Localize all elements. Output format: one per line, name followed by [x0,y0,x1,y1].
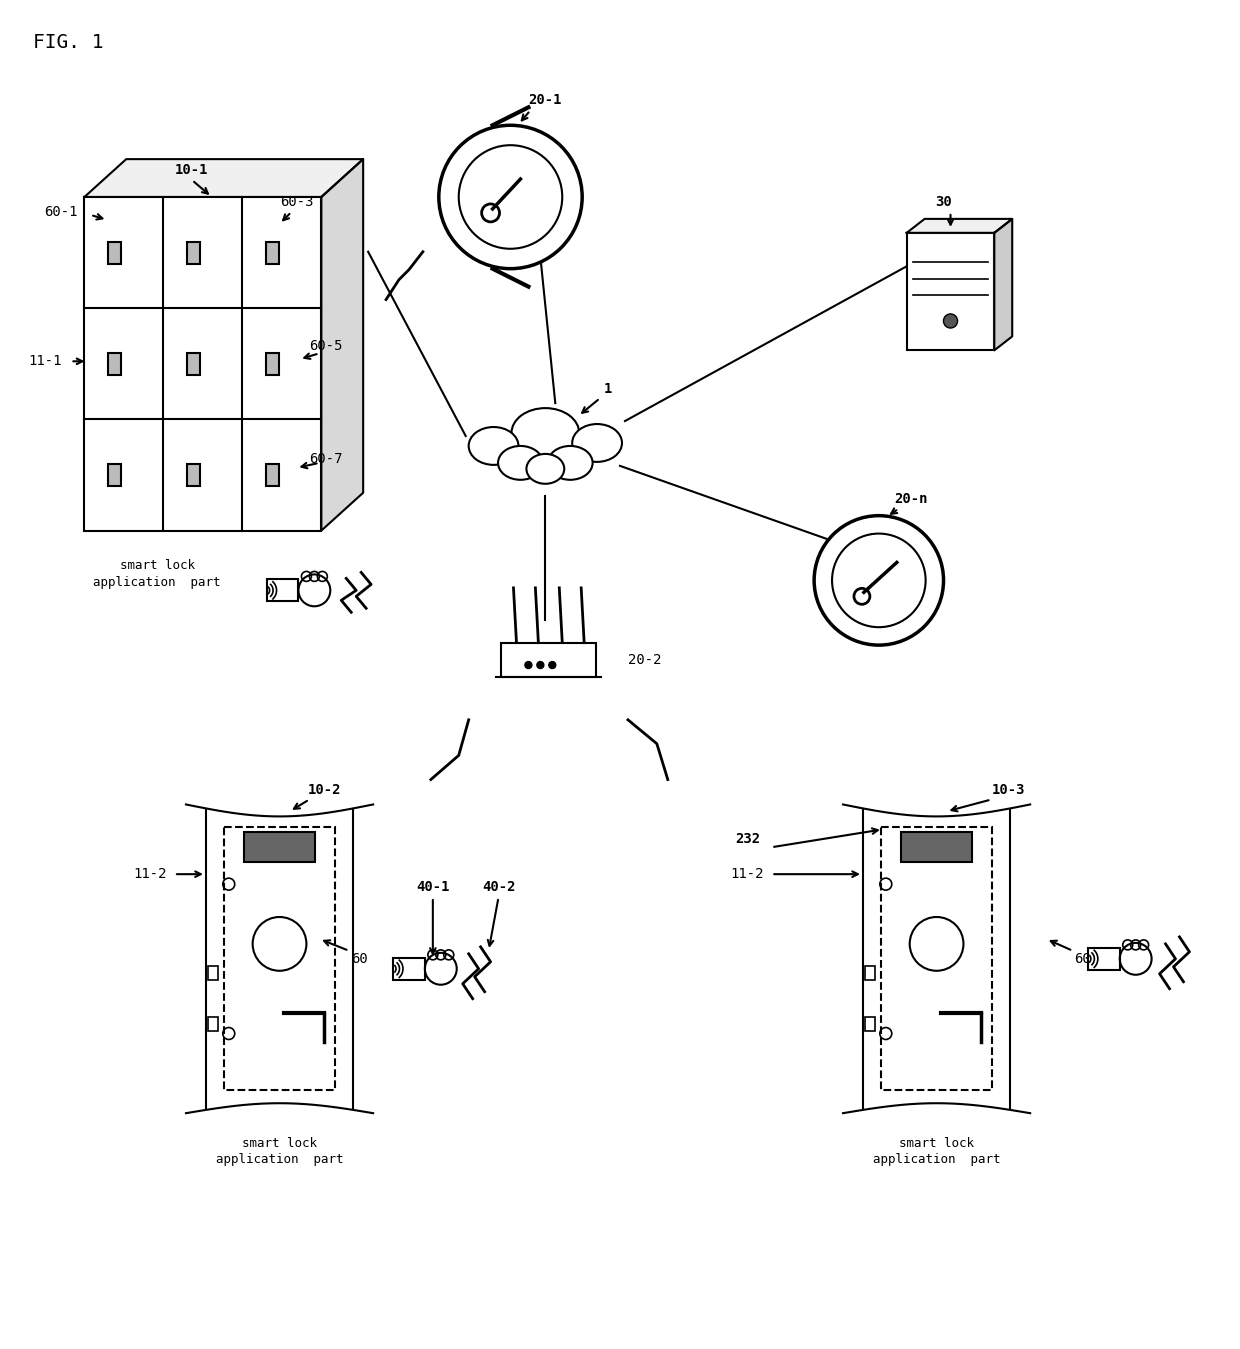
Text: application  part: application part [93,576,221,590]
Bar [880,827,992,1090]
Text: 10-2: 10-2 [308,782,341,796]
Bar [267,579,299,602]
Text: smart lock: smart lock [899,1137,975,1149]
Circle shape [537,661,544,669]
Bar [1087,948,1120,970]
Bar [108,241,120,263]
Text: 11-2: 11-2 [134,867,167,881]
Text: network: network [522,465,569,476]
Bar [244,832,315,862]
Text: 30: 30 [935,196,952,209]
Bar [187,464,200,486]
Bar [187,353,200,375]
Text: 10-3: 10-3 [992,782,1025,796]
Text: 60-1: 60-1 [43,205,77,219]
Text: data communication: data communication [485,451,606,461]
Polygon shape [994,219,1012,351]
Text: 60: 60 [1075,952,1091,966]
Polygon shape [84,159,363,197]
Text: FIG. 1: FIG. 1 [32,32,103,51]
Bar [187,241,200,263]
Text: 10-1: 10-1 [175,163,208,177]
Bar [906,233,994,351]
Text: 20-2: 20-2 [627,653,661,666]
Ellipse shape [548,447,593,480]
Bar [208,966,218,979]
Circle shape [944,314,957,328]
Bar [84,197,321,530]
Bar [501,642,595,677]
Ellipse shape [469,428,518,465]
Text: 60-7: 60-7 [310,452,343,465]
Bar [265,241,279,263]
Circle shape [549,661,556,669]
Polygon shape [906,219,1012,233]
Circle shape [525,661,532,669]
Bar [108,353,120,375]
Text: application  part: application part [873,1153,1001,1167]
Text: 60-3: 60-3 [280,196,314,209]
Bar [864,966,875,979]
Text: smart lock: smart lock [119,558,195,572]
Text: 20-1: 20-1 [528,93,562,108]
Text: 1: 1 [604,382,613,397]
Polygon shape [321,159,363,530]
Text: 232: 232 [735,832,760,846]
Text: 60-5: 60-5 [310,340,343,353]
Circle shape [439,125,582,268]
Text: 40-2: 40-2 [482,880,516,894]
Text: smart lock: smart lock [242,1137,317,1149]
Circle shape [815,515,944,645]
Text: 40-1: 40-1 [417,880,450,894]
Bar [208,1017,218,1031]
Text: wired and wireless: wired and wireless [485,436,606,447]
Bar [265,464,279,486]
Ellipse shape [498,447,543,480]
Bar [901,832,972,862]
Bar [265,353,279,375]
Text: application  part: application part [216,1153,343,1167]
Text: 20-n: 20-n [894,492,928,506]
Bar [393,958,425,979]
Text: 11-1: 11-1 [27,355,61,368]
Bar [108,464,120,486]
Text: 11-2: 11-2 [730,867,764,881]
Ellipse shape [527,453,564,484]
Ellipse shape [572,424,622,461]
Ellipse shape [511,409,579,457]
Bar [864,1017,875,1031]
Text: 60: 60 [351,952,367,966]
Bar [223,827,335,1090]
